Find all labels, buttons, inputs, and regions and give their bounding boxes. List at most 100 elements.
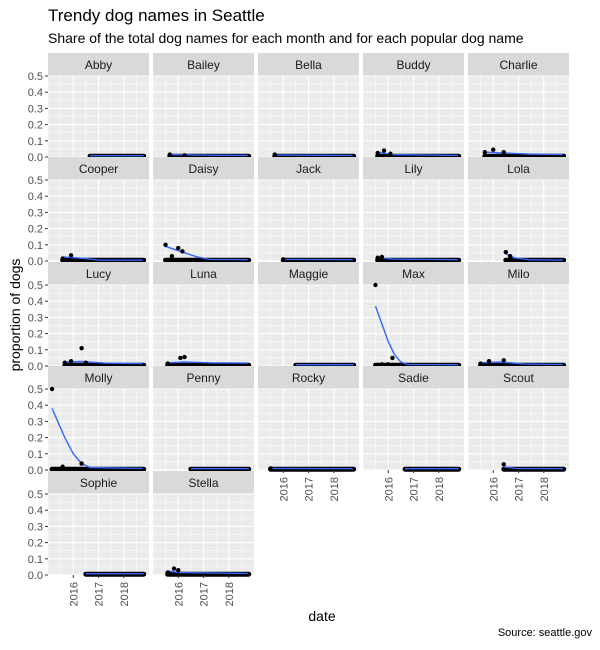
facet-sadie: Sadie 2016 2017 2018	[362, 366, 464, 501]
x-tick-label: 2016	[383, 477, 395, 501]
x-tick-label: 2017	[94, 582, 106, 606]
data-point	[491, 147, 496, 152]
data-point	[182, 354, 187, 360]
y-tick-label: 0.2	[28, 329, 43, 341]
smooth-line	[374, 305, 458, 366]
data-point	[381, 148, 387, 153]
data-point	[79, 461, 84, 466]
y-tick-label: 0.1	[28, 449, 43, 461]
facet-molly: Molly 0.0 0.1 0.2 0.3 0.4 0.5	[28, 366, 149, 477]
y-tick-label: 0.0	[28, 465, 43, 477]
facet-label: Abby	[85, 58, 112, 72]
data-point	[482, 149, 488, 155]
data-point	[478, 361, 483, 366]
facet-strip	[363, 366, 464, 389]
smooth-line	[165, 245, 248, 261]
chart-caption: Source: seattle.gov	[497, 627, 592, 639]
facet-strip	[153, 471, 254, 494]
y-tick-label: 0.0	[28, 152, 43, 164]
facet-label: Maggie	[289, 267, 329, 281]
x-tick-label: 2016	[173, 582, 185, 606]
smooth-line	[503, 466, 563, 470]
x-tick-label: 2016	[278, 477, 290, 501]
data-point	[373, 282, 378, 288]
x-tick-label: 2017	[514, 477, 526, 501]
x-tick-label: 2018	[119, 582, 131, 606]
data-point	[169, 253, 175, 259]
y-tick-label: 0.4	[28, 400, 43, 412]
data-point	[68, 253, 74, 258]
smooth-line	[484, 151, 563, 156]
facet-strip	[258, 366, 359, 389]
y-tick-label: 0.2	[28, 120, 43, 132]
data-point	[486, 358, 492, 364]
data-point	[375, 150, 380, 156]
x-tick-label: 2017	[304, 477, 316, 501]
y-tick-label: 0.4	[28, 87, 43, 99]
smooth-line	[51, 408, 143, 470]
facet-label: Lucy	[86, 267, 111, 281]
y-tick-label: 0.1	[28, 136, 43, 148]
data-point	[79, 345, 84, 351]
data-point	[507, 253, 513, 259]
y-tick-label: 0.3	[28, 207, 43, 219]
facet-strip	[258, 157, 359, 180]
facet-abby: Abby 0.0 0.1 0.2 0.3 0.4 0.5	[28, 53, 149, 164]
facet-buddy: Buddy	[362, 53, 464, 159]
data-point	[379, 254, 385, 260]
facet-label: Bailey	[187, 58, 220, 72]
facet-label: Stella	[188, 476, 218, 490]
facet-label: Jack	[296, 162, 322, 176]
facet-penny: Penny	[152, 366, 254, 472]
data-point	[176, 245, 181, 251]
x-tick-label: 2018	[224, 582, 236, 606]
data-point	[60, 256, 65, 261]
facet-label: Luna	[190, 267, 217, 281]
facet-label: Charlie	[499, 58, 537, 72]
data-point	[62, 360, 68, 365]
facet-scout: Scout 2016 2017 2018	[467, 366, 569, 501]
facet-lily: Lily	[362, 157, 464, 263]
facet-label: Cooper	[79, 162, 118, 176]
y-tick-label: 0.3	[28, 103, 43, 115]
facet-strip	[153, 366, 254, 389]
facet-label: Bella	[295, 58, 322, 72]
y-tick-label: 0.0	[28, 570, 43, 582]
data-point	[167, 152, 173, 157]
x-tick-label: 2017	[199, 582, 211, 606]
data-point	[60, 464, 65, 469]
y-axis-title: proportion of dogs	[7, 259, 23, 372]
y-tick-label: 0.2	[28, 538, 43, 550]
data-point	[375, 255, 380, 260]
data-point	[503, 249, 509, 255]
data-point	[68, 358, 74, 364]
facet-luna: Luna	[152, 262, 254, 368]
facet-lola: Lola	[467, 157, 569, 263]
y-tick-label: 0.1	[28, 345, 43, 357]
facet-strip	[48, 262, 149, 285]
facet-strip	[468, 157, 569, 180]
facet-maggie: Maggie	[257, 262, 359, 368]
y-tick-label: 0.2	[28, 224, 43, 236]
facet-label: Penny	[186, 371, 220, 385]
x-tick-label: 2017	[409, 477, 421, 501]
facet-milo: Milo	[467, 262, 569, 368]
facet-jack: Jack	[257, 157, 359, 263]
x-tick-label: 2018	[329, 477, 341, 501]
facet-strip	[363, 262, 464, 285]
facet-stella: Stella 2016 2017 2018	[152, 471, 254, 606]
facet-label: Milo	[507, 267, 529, 281]
y-tick-label: 0.5	[28, 175, 43, 187]
data-point	[390, 355, 395, 361]
facet-strip	[363, 53, 464, 76]
data-point	[379, 362, 385, 367]
facet-strip	[48, 157, 149, 180]
data-point	[182, 153, 187, 158]
facet-label: Sadie	[398, 371, 429, 385]
facet-lucy: Lucy 0.0 0.1 0.2 0.3 0.4 0.5	[28, 262, 149, 373]
data-point	[165, 570, 170, 575]
y-tick-label: 0.4	[28, 505, 43, 517]
facet-bella: Bella	[257, 53, 359, 159]
y-tick-label: 0.0	[28, 361, 43, 373]
